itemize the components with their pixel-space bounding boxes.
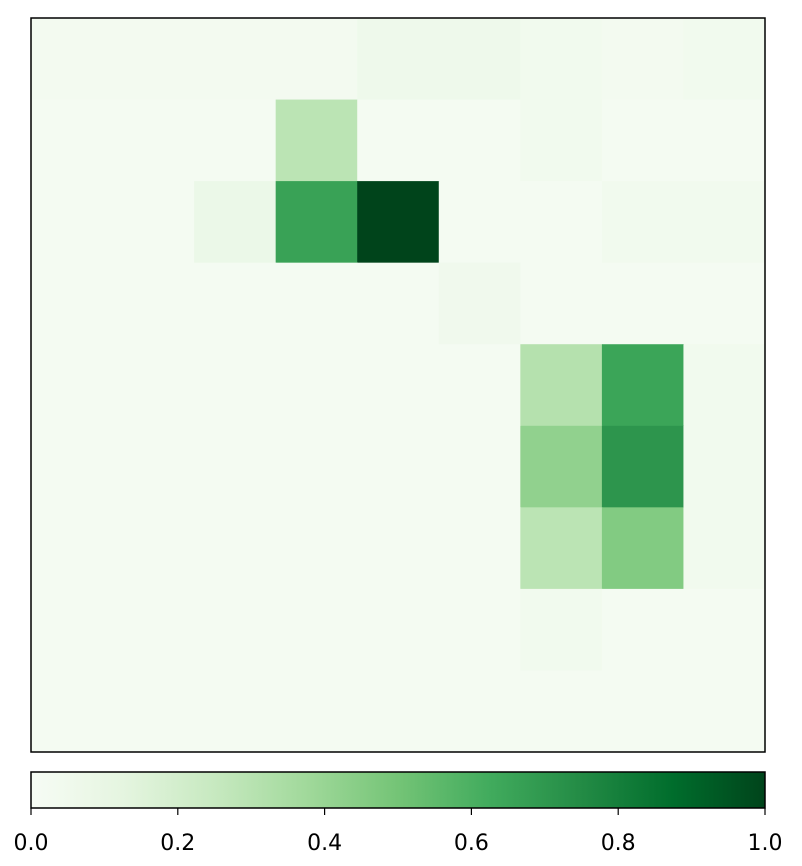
heatmap-cell-r3-c6 (520, 262, 603, 345)
heatmap-cell-r5-c1 (112, 425, 195, 508)
heatmap-cell-r1-c0 (31, 99, 114, 182)
heatmap-cell-r6-c0 (31, 507, 114, 590)
heatmap-cell-r4-c7 (601, 344, 685, 427)
heatmap-cell-r2-c1 (112, 181, 195, 264)
heatmap-cell-r5-c5 (438, 425, 521, 508)
heatmap-cell-r8-c6 (520, 670, 603, 753)
heatmap-cell-r2-c6 (520, 181, 603, 264)
heatmap-cell-r1-c7 (601, 99, 685, 182)
heatmap-cell-r2-c3 (275, 181, 358, 264)
heatmap-cell-r0-c1 (112, 18, 195, 101)
heatmap-cell-r6-c4 (357, 507, 440, 590)
colorbar-tick-label: 0.0 (14, 831, 49, 856)
heatmap-cell-r5-c0 (31, 425, 114, 508)
colorbar-tick-label: 0.8 (601, 831, 636, 856)
heatmap-cell-r4-c4 (357, 344, 440, 427)
heatmap-cell-r8-c4 (357, 670, 440, 753)
heatmap-cell-r2-c0 (31, 181, 114, 264)
heatmap-cell-r7-c1 (112, 588, 195, 672)
heatmap-cell-r3-c7 (601, 262, 685, 345)
heatmap-cell-r6-c6 (520, 507, 603, 590)
colorbar-tick-label: 1.0 (748, 831, 783, 856)
heatmap-cell-r3-c5 (438, 262, 521, 345)
heatmap-cell-r7-c7 (601, 588, 685, 672)
heatmap-cell-r3-c3 (275, 262, 358, 345)
heatmap-cell-r0-c8 (683, 18, 766, 101)
heatmap-cell-r7-c2 (194, 588, 277, 672)
heatmap-cell-r0-c6 (520, 18, 603, 101)
heatmap-cell-r4-c2 (194, 344, 277, 427)
heatmap-cell-r3-c1 (112, 262, 195, 345)
heatmap-cell-r4-c5 (438, 344, 521, 427)
colorbar (30, 771, 766, 809)
heatmap-cell-r6-c7 (601, 507, 685, 590)
heatmap-cell-r0-c5 (438, 18, 521, 101)
heatmap-cell-r6-c5 (438, 507, 521, 590)
heatmap-cell-r6-c3 (275, 507, 358, 590)
heatmap-cell-r5-c3 (275, 425, 358, 508)
heatmap-cell-r1-c8 (683, 99, 766, 182)
heatmap-cell-r3-c8 (683, 262, 766, 345)
heatmap-cell-r2-c2 (194, 181, 277, 264)
heatmap-cell-r5-c4 (357, 425, 440, 508)
heatmap-cell-r0-c2 (194, 18, 277, 101)
colorbar-tick-label: 0.6 (454, 831, 489, 856)
colorbar-ticks: 0.0 0.2 0.4 0.6 0.8 1.0 (14, 808, 783, 856)
heatmap-cell-r0-c3 (275, 18, 358, 101)
heatmap-cell-r8-c0 (31, 670, 114, 753)
heatmap-cell-r0-c7 (601, 18, 685, 101)
heatmap-cell-r4-c6 (520, 344, 603, 427)
heatmap-cell-r2-c8 (683, 181, 766, 264)
heatmap-cell-r4-c3 (275, 344, 358, 427)
heatmap-cell-r1-c5 (438, 99, 521, 182)
heatmap-cell-r5-c6 (520, 425, 603, 508)
heatmap-cell-r3-c4 (357, 262, 440, 345)
heatmap-cell-r3-c2 (194, 262, 277, 345)
heatmap-cell-r4-c8 (683, 344, 766, 427)
heatmap-cell-r8-c8 (683, 670, 766, 753)
heatmap-cell-r8-c3 (275, 670, 358, 753)
heatmap-cell-r4-c0 (31, 344, 114, 427)
heatmap-cell-r4-c1 (112, 344, 195, 427)
heatmap-cell-r2-c4 (357, 181, 440, 264)
heatmap-cell-r1-c6 (520, 99, 603, 182)
heatmap-cell-r2-c7 (601, 181, 685, 264)
heatmap-cell-r8-c2 (194, 670, 277, 753)
heatmap-cell-r5-c8 (683, 425, 766, 508)
heatmap-cell-r1-c4 (357, 99, 440, 182)
colorbar-tick-label: 0.2 (160, 831, 195, 856)
heatmap-cell-r7-c5 (438, 588, 521, 672)
heatmap-cell-r1-c1 (112, 99, 195, 182)
heatmap-cell-r7-c6 (520, 588, 603, 672)
heatmap-cell-r1-c3 (275, 99, 358, 182)
heatmap-cell-r6-c2 (194, 507, 277, 590)
heatmap-cell-r8-c7 (601, 670, 685, 753)
heatmap-cell-r7-c3 (275, 588, 358, 672)
heatmap-cell-r6-c1 (112, 507, 195, 590)
heatmap-frame (30, 17, 766, 753)
heatmap-cell-r8-c5 (438, 670, 521, 753)
heatmap-cell-r0-c4 (357, 18, 440, 101)
heatmap-cell-r0-c0 (31, 18, 114, 101)
colorbar-tick-label: 0.4 (307, 831, 342, 856)
heatmap-cell-r3-c0 (31, 262, 114, 345)
heatmap-cell-r8-c1 (112, 670, 195, 753)
heatmap-cell-r7-c8 (683, 588, 766, 672)
heatmap-cell-r2-c5 (438, 181, 521, 264)
heatmap-cell-r7-c0 (31, 588, 114, 672)
heatmap-cell-r1-c2 (194, 99, 277, 182)
heatmap-cell-r6-c8 (683, 507, 766, 590)
heatmap-cell-r5-c7 (601, 425, 685, 508)
heatmap-cells (31, 18, 766, 753)
heatmap-cell-r5-c2 (194, 425, 277, 508)
heatmap-cell-r7-c4 (357, 588, 440, 672)
